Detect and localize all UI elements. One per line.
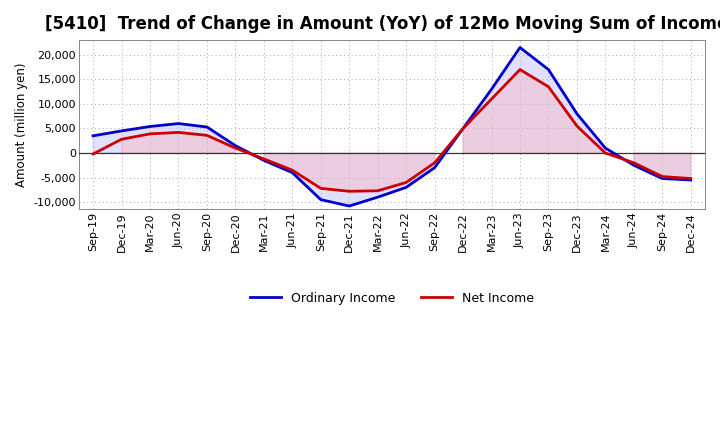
Ordinary Income <box>658 176 667 181</box>
Ordinary Income <box>629 163 638 168</box>
Line: Ordinary Income: Ordinary Income <box>93 48 690 206</box>
Ordinary Income <box>402 185 410 190</box>
Ordinary Income <box>487 87 496 92</box>
Ordinary Income <box>89 133 97 139</box>
Net Income <box>402 180 410 185</box>
Net Income <box>345 189 354 194</box>
Net Income <box>658 174 667 179</box>
Net Income <box>431 160 439 165</box>
Net Income <box>117 137 126 142</box>
Ordinary Income <box>288 170 297 175</box>
Ordinary Income <box>516 45 524 50</box>
Ordinary Income <box>231 143 240 148</box>
Net Income <box>317 186 325 191</box>
Ordinary Income <box>259 158 268 163</box>
Net Income <box>145 131 154 136</box>
Ordinary Income <box>374 194 382 200</box>
Ordinary Income <box>601 146 610 151</box>
Net Income <box>288 168 297 173</box>
Legend: Ordinary Income, Net Income: Ordinary Income, Net Income <box>245 287 539 310</box>
Net Income <box>601 150 610 156</box>
Net Income <box>374 188 382 194</box>
Ordinary Income <box>572 111 581 116</box>
Ordinary Income <box>202 125 211 130</box>
Net Income <box>516 67 524 72</box>
Ordinary Income <box>145 124 154 129</box>
Net Income <box>572 123 581 128</box>
Net Income <box>259 156 268 161</box>
Net Income <box>629 160 638 165</box>
Ordinary Income <box>686 177 695 183</box>
Line: Net Income: Net Income <box>93 70 690 191</box>
Y-axis label: Amount (million yen): Amount (million yen) <box>15 62 28 187</box>
Ordinary Income <box>174 121 183 126</box>
Net Income <box>459 126 467 131</box>
Ordinary Income <box>544 67 553 72</box>
Ordinary Income <box>117 128 126 134</box>
Net Income <box>544 84 553 89</box>
Net Income <box>202 133 211 138</box>
Net Income <box>487 96 496 102</box>
Net Income <box>231 146 240 151</box>
Net Income <box>686 176 695 181</box>
Ordinary Income <box>459 126 467 131</box>
Title: [5410]  Trend of Change in Amount (YoY) of 12Mo Moving Sum of Incomes: [5410] Trend of Change in Amount (YoY) o… <box>45 15 720 33</box>
Net Income <box>174 130 183 135</box>
Net Income <box>89 151 97 157</box>
Ordinary Income <box>317 197 325 202</box>
Ordinary Income <box>431 165 439 170</box>
Ordinary Income <box>345 203 354 209</box>
